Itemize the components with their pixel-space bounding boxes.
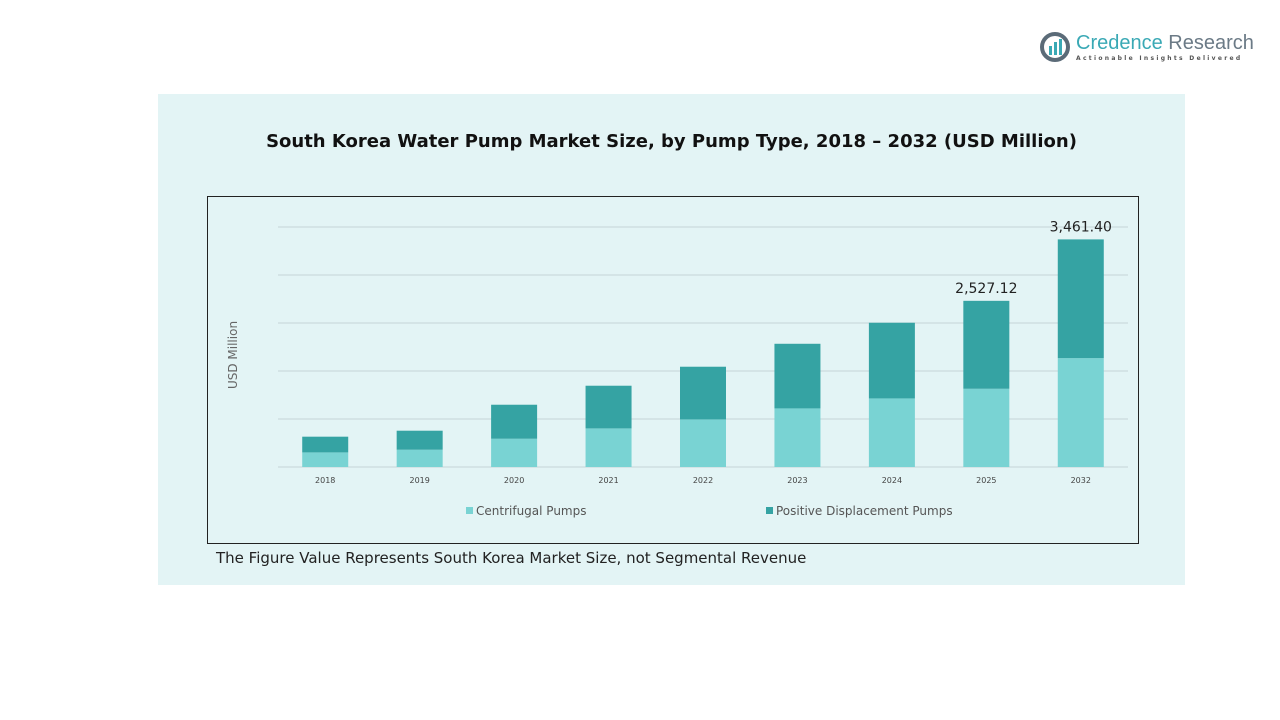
footnote: The Figure Value Represents South Korea … (216, 549, 807, 567)
bar-centrifugal-2021 (585, 428, 632, 467)
legend-swatch-1 (766, 507, 773, 514)
brand-name: Credence Research (1076, 31, 1254, 54)
bar-positive-displacement-2024 (868, 322, 915, 399)
x-tick-label: 2022 (693, 476, 713, 485)
bar-centrifugal-2022 (680, 419, 726, 467)
x-tick-label: 2020 (504, 476, 524, 485)
x-tick-label: 2018 (315, 476, 335, 485)
bar-positive-displacement-2021 (585, 385, 632, 429)
x-tick-label: 2023 (787, 476, 807, 485)
logo-chart-icon (1040, 32, 1070, 62)
brand-tagline: Actionable Insights Delivered (1076, 54, 1243, 62)
bar-centrifugal-2024 (868, 398, 915, 467)
bar-positive-displacement-2023 (774, 343, 821, 409)
bar-centrifugal-2019 (396, 449, 443, 467)
bar-positive-displacement-2032 (1057, 239, 1104, 359)
bar-positive-displacement-2019 (396, 430, 443, 450)
bar-centrifugal-2032 (1057, 358, 1104, 467)
chart-frame (207, 196, 1139, 544)
bar-positive-displacement-2022 (680, 366, 726, 420)
bar-positive-displacement-2020 (491, 404, 538, 439)
y-axis-label: USD Million (226, 321, 240, 389)
bar-centrifugal-2018 (302, 452, 349, 467)
bar-positive-displacement-2018 (302, 436, 349, 453)
x-tick-label: 2032 (1071, 476, 1091, 485)
chart-title: South Korea Water Pump Market Size, by P… (266, 131, 1077, 152)
chart-panel (158, 94, 1185, 585)
legend-label: Centrifugal Pumps (476, 504, 586, 518)
bar-positive-displacement-2025 (963, 300, 1010, 389)
x-tick-label: 2019 (409, 476, 429, 485)
x-tick-label: 2025 (976, 476, 996, 485)
legend-swatch-0 (466, 507, 473, 514)
brand-logo: Credence Research Actionable Insights De… (1040, 32, 1254, 62)
data-label-2025: 2,527.12 (955, 281, 1017, 297)
bar-centrifugal-2023 (774, 408, 821, 467)
legend-label: Positive Displacement Pumps (776, 504, 953, 518)
data-label-2032: 3,461.40 (1050, 219, 1112, 235)
bar-centrifugal-2025 (963, 388, 1010, 467)
x-tick-label: 2021 (598, 476, 618, 485)
x-tick-label: 2024 (882, 476, 902, 485)
bar-centrifugal-2020 (491, 438, 538, 467)
